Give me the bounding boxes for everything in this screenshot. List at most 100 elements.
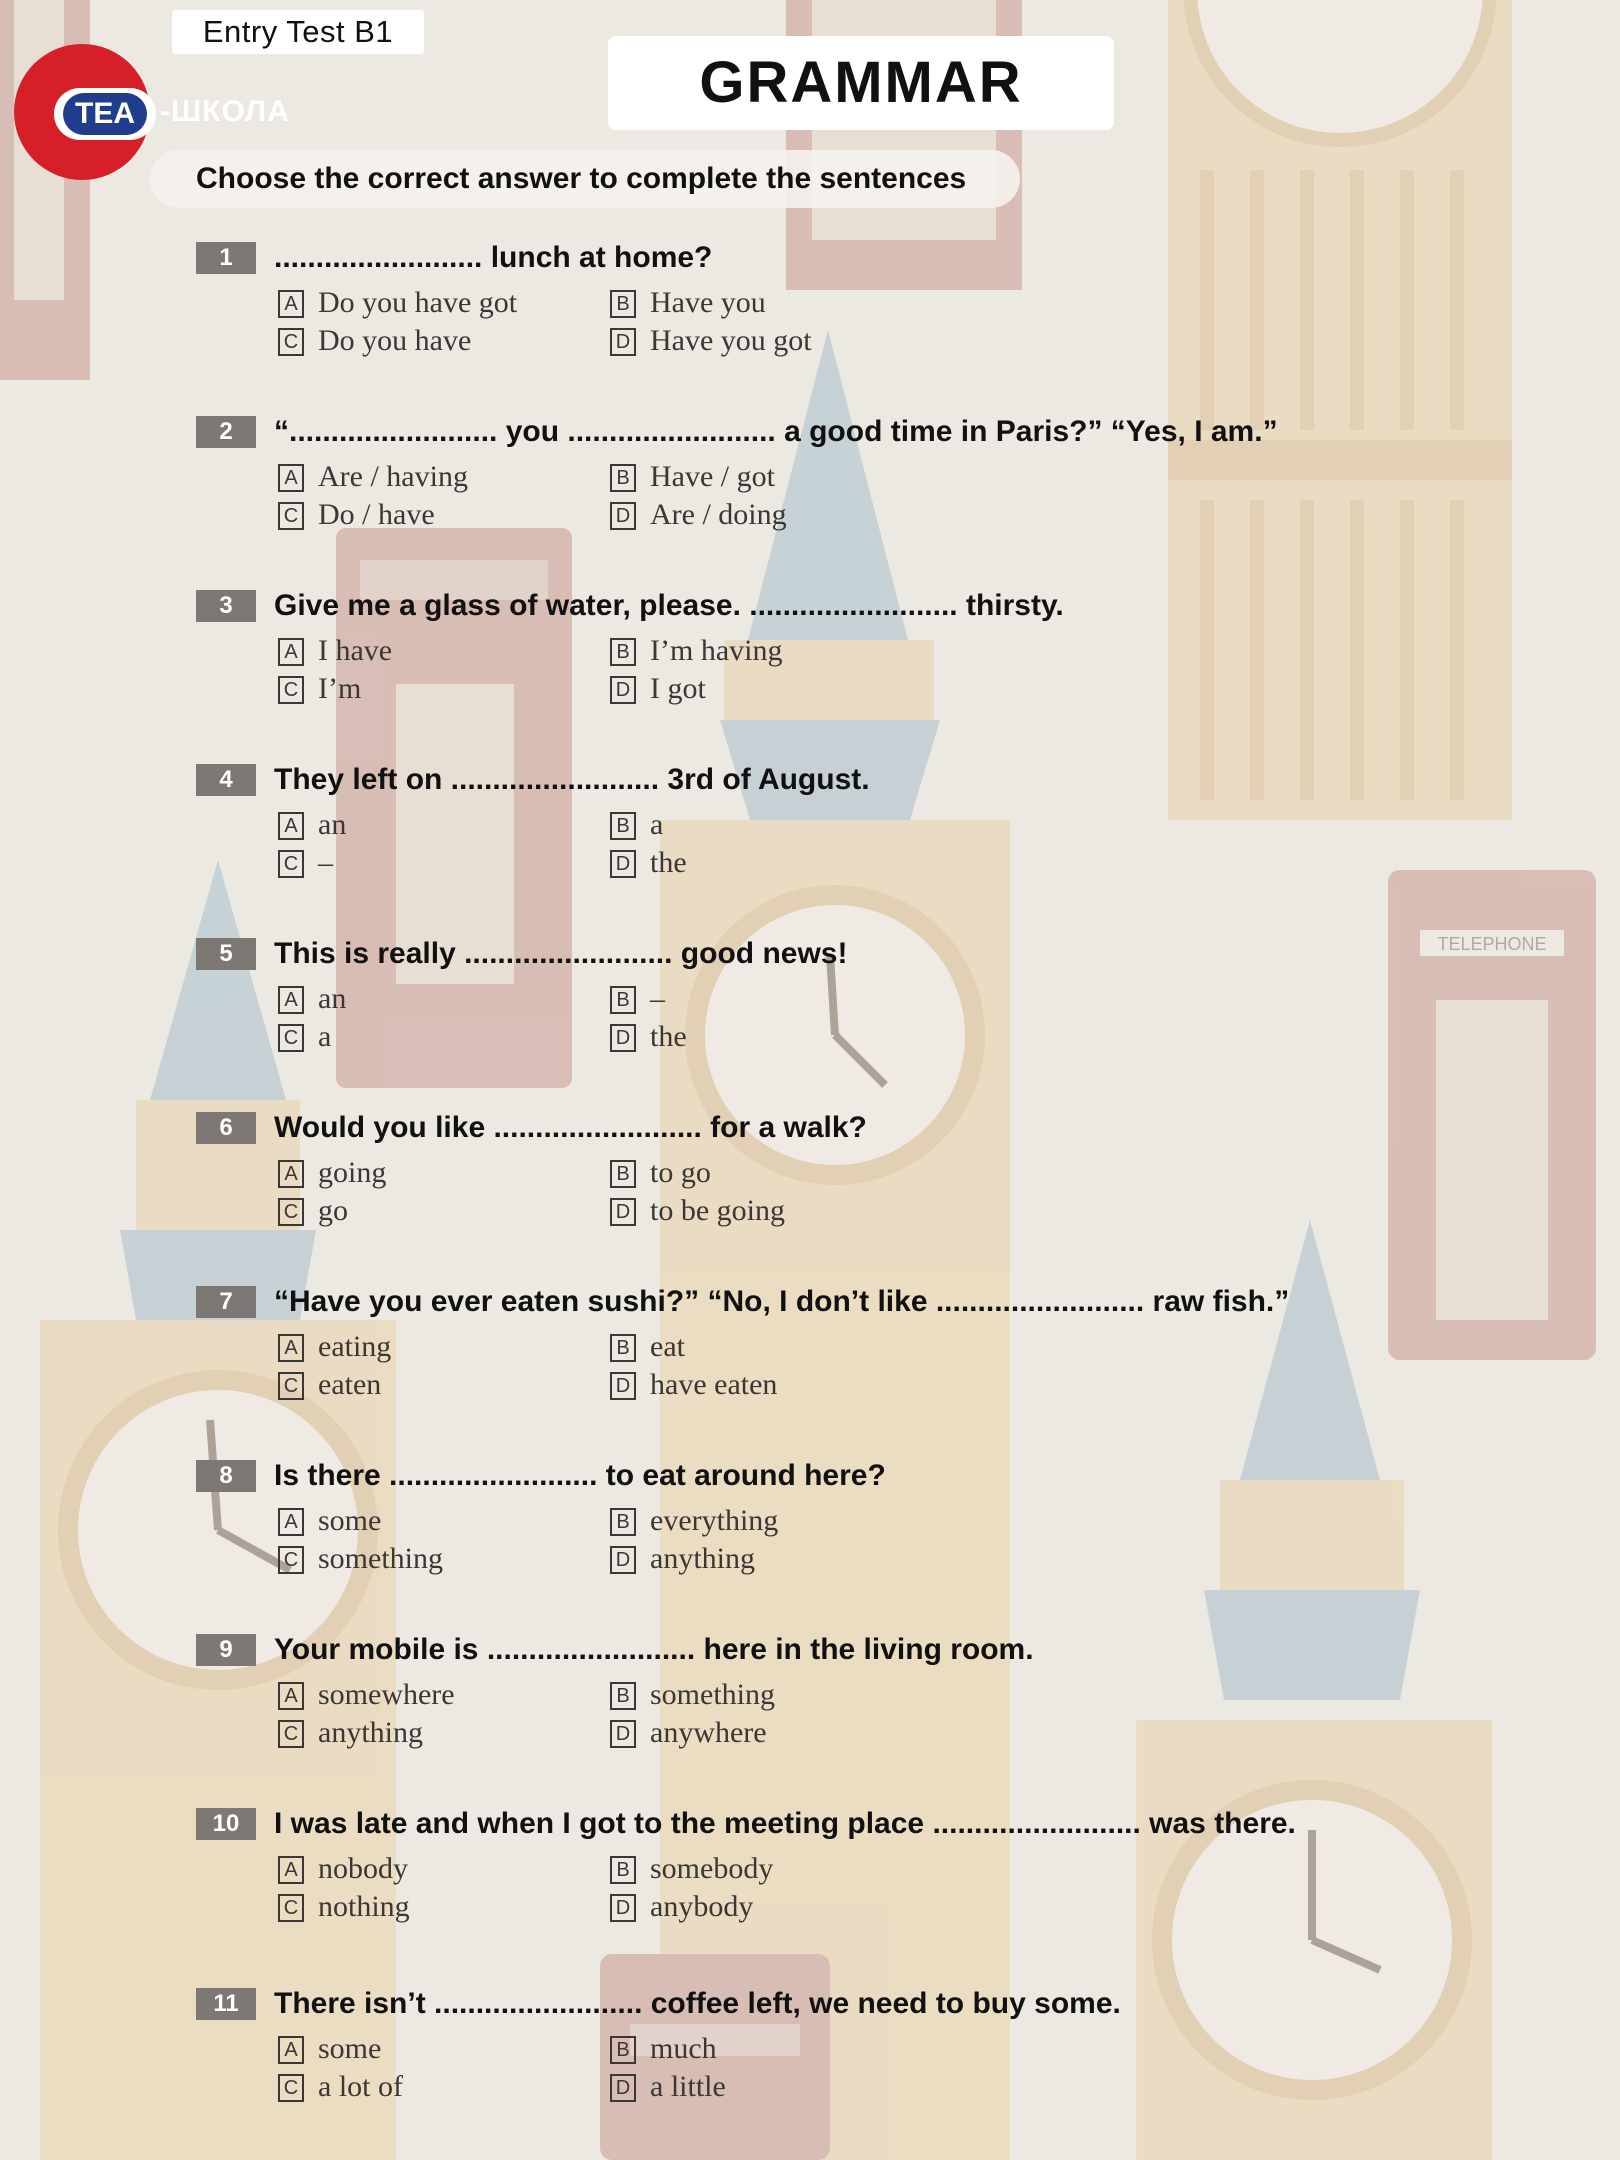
question-text: Your mobile is .........................… bbox=[274, 1633, 1034, 1666]
option-text: going bbox=[318, 1156, 387, 1189]
option-text: go bbox=[318, 1194, 348, 1227]
question-text: “......................... you .........… bbox=[274, 415, 1278, 448]
option-d[interactable]: D I got bbox=[610, 670, 706, 708]
question-text: This is really .........................… bbox=[274, 937, 848, 970]
logo-tea-text: TEA bbox=[63, 93, 147, 135]
option-letter-b: B bbox=[610, 638, 636, 666]
option-text: eaten bbox=[318, 1368, 382, 1401]
question-number: 7 bbox=[196, 1286, 256, 1318]
option-d[interactable]: D Are / doing bbox=[610, 496, 787, 534]
option-letter-b: B bbox=[610, 464, 636, 492]
option-c[interactable]: C I’m bbox=[278, 670, 361, 708]
option-text: a bbox=[318, 1020, 332, 1053]
option-letter-a: A bbox=[278, 986, 304, 1014]
option-d[interactable]: D Have you got bbox=[610, 322, 812, 360]
option-text: – bbox=[318, 846, 333, 879]
option-text: anywhere bbox=[650, 1716, 767, 1749]
option-b[interactable]: B – bbox=[610, 980, 665, 1018]
option-text: the bbox=[650, 1020, 687, 1053]
option-letter-a: A bbox=[278, 1160, 304, 1188]
option-text: some bbox=[318, 2032, 382, 2065]
option-text: eat bbox=[650, 1330, 685, 1363]
option-letter-b: B bbox=[610, 1856, 636, 1884]
option-letter-d: D bbox=[610, 1198, 636, 1226]
option-letter-c: C bbox=[278, 1894, 304, 1922]
option-letter-c: C bbox=[278, 1372, 304, 1400]
question-text: They left on ......................... 3… bbox=[274, 763, 870, 796]
question-9: 9 Your mobile is .......................… bbox=[196, 1628, 1476, 1788]
option-text: nobody bbox=[318, 1852, 408, 1885]
option-text: much bbox=[650, 2032, 717, 2065]
option-letter-d: D bbox=[610, 2074, 636, 2102]
option-b[interactable]: B I’m having bbox=[610, 632, 782, 670]
option-text: Do you have bbox=[318, 324, 472, 357]
question-5: 5 This is really .......................… bbox=[196, 932, 1476, 1092]
option-c[interactable]: C – bbox=[278, 844, 333, 882]
option-letter-b: B bbox=[610, 290, 636, 318]
option-b[interactable]: B Have you bbox=[610, 284, 766, 322]
option-letter-c: C bbox=[278, 1546, 304, 1574]
question-11: 11 There isn’t .........................… bbox=[196, 1982, 1476, 2142]
question-2: 2 “......................... you .......… bbox=[196, 410, 1476, 570]
option-letter-b: B bbox=[610, 986, 636, 1014]
question-text: There isn’t ......................... co… bbox=[274, 1987, 1121, 2020]
option-text: an bbox=[318, 808, 347, 841]
option-letter-a: A bbox=[278, 1334, 304, 1362]
option-text: to be going bbox=[650, 1194, 785, 1227]
question-text: Would you like .........................… bbox=[274, 1111, 867, 1144]
option-c[interactable]: C Do / have bbox=[278, 496, 435, 534]
option-letter-a: A bbox=[278, 1508, 304, 1536]
question-4: 4 They left on .........................… bbox=[196, 758, 1476, 918]
option-b[interactable]: B Have / got bbox=[610, 458, 775, 496]
option-letter-d: D bbox=[610, 676, 636, 704]
option-letter-a: A bbox=[278, 290, 304, 318]
option-c[interactable]: C Do you have bbox=[278, 322, 471, 360]
option-text: a lot of bbox=[318, 2070, 403, 2103]
option-a[interactable]: A Do you have got bbox=[278, 284, 517, 322]
question-text: Is there ......................... to ea… bbox=[274, 1459, 886, 1492]
option-text: everything bbox=[650, 1504, 779, 1537]
option-a[interactable]: A I have bbox=[278, 632, 392, 670]
question-number: 11 bbox=[196, 1988, 256, 2020]
question-number: 8 bbox=[196, 1460, 256, 1492]
option-letter-b: B bbox=[610, 1508, 636, 1536]
option-letter-c: C bbox=[278, 676, 304, 704]
question-number: 3 bbox=[196, 590, 256, 622]
option-a[interactable]: A Are / having bbox=[278, 458, 468, 496]
option-text: the bbox=[650, 846, 687, 879]
school-logo: TEA -ШКОЛА bbox=[14, 44, 314, 180]
option-text: I got bbox=[650, 672, 706, 705]
option-text: nothing bbox=[318, 1890, 410, 1923]
logo-school-text: -ШКОЛА bbox=[160, 95, 290, 128]
